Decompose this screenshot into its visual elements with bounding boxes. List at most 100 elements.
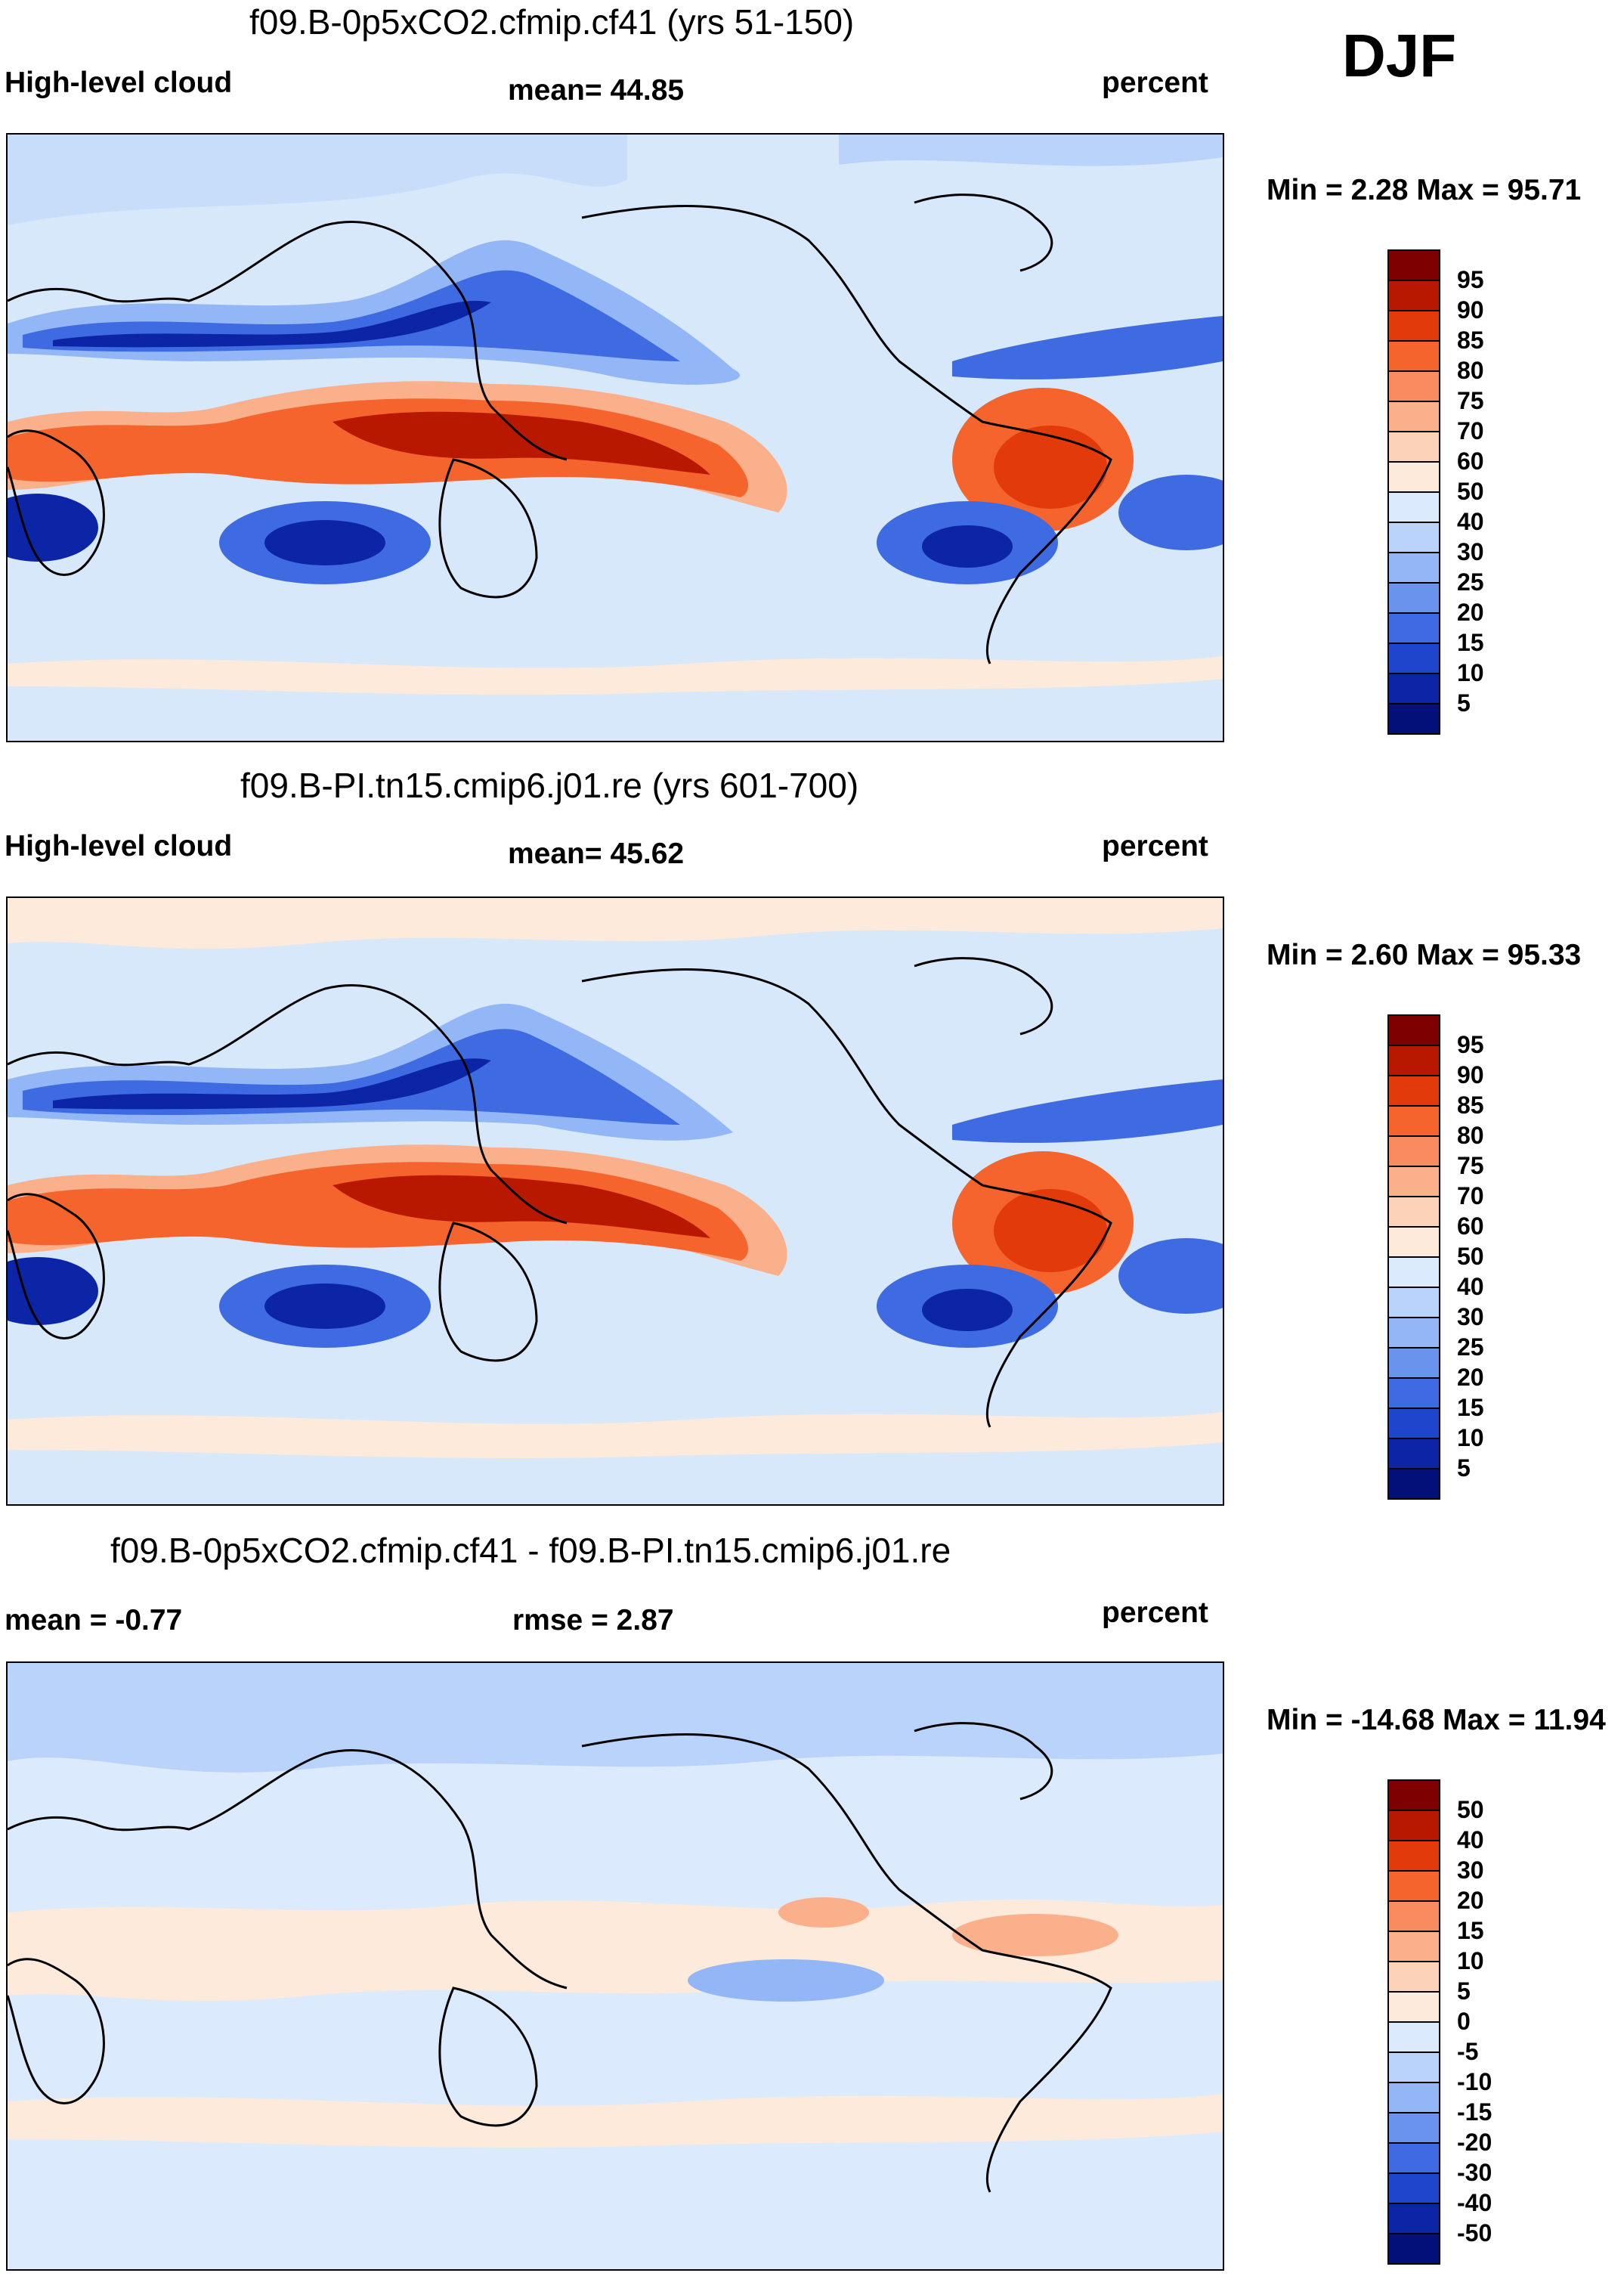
panel-2-colorbar-label: 5 xyxy=(1457,1454,1471,1482)
panel-2-colorbar-cell xyxy=(1387,1468,1440,1500)
panel-3-colorbar-label: -40 xyxy=(1457,2189,1493,2216)
panel-1-colorbar-label: 25 xyxy=(1457,568,1484,596)
panel-1-units-label: percent xyxy=(1102,67,1208,99)
panel-1-title: f09.B-0p5xCO2.cfmip.cf41 (yrs 51-150) xyxy=(249,2,855,42)
panel-1-colorbar-label: 15 xyxy=(1457,629,1484,656)
panel-2-samerica-core xyxy=(994,1189,1107,1272)
panel-3-colorbar-label: -5 xyxy=(1457,2038,1479,2065)
panel-3-colorbar-label: -30 xyxy=(1457,2159,1493,2186)
panel-3-colorbar-label: 5 xyxy=(1457,1977,1471,2005)
panel-2-arctic-field xyxy=(8,898,1223,949)
panel-3-colorbar-cell xyxy=(1387,1840,1440,1872)
panel-2-colorbar-label: 30 xyxy=(1457,1303,1484,1330)
panel-1-nh-stormtrack-max xyxy=(53,300,491,348)
panel-3-title: f09.B-0p5xCO2.cfmip.cf41 - f09.B-PI.tn15… xyxy=(110,1531,951,1570)
panel-3-colorbar-label: -15 xyxy=(1457,2098,1493,2126)
panel-2-variable-label: High-level cloud xyxy=(5,830,233,862)
panel-1-colorbar-cell xyxy=(1387,703,1440,735)
panel-1-colorbar-cell xyxy=(1387,431,1440,463)
panel-1-coastlines xyxy=(8,194,1112,664)
panel-2-s-atlantic-dry xyxy=(1118,1238,1223,1314)
panel-3-colorbar-cell xyxy=(1387,1870,1440,1902)
panel-1-colorbar-cell xyxy=(1387,401,1440,432)
panel-1-minmax-label: Min = 2.28 Max = 95.71 xyxy=(1267,174,1582,206)
panel-3-colorbar-label: 10 xyxy=(1457,1947,1484,1974)
panel-2-colorbar-cell xyxy=(1387,1014,1440,1046)
panel-1-colorbar-cell xyxy=(1387,612,1440,644)
panel-3-southern-band xyxy=(8,2094,1223,2148)
panel-3-colorbar-cell xyxy=(1387,1779,1440,1811)
panel-1-colorbar-label: 10 xyxy=(1457,659,1484,686)
panel-2-map xyxy=(6,896,1224,1506)
panel-1-map-svg xyxy=(8,135,1223,741)
panel-2-colorbar-label: 60 xyxy=(1457,1212,1484,1240)
panel-3-coastlines xyxy=(8,1722,1112,2193)
panel-2-colorbar-cell xyxy=(1387,1287,1440,1318)
panel-3-colorbar-cell xyxy=(1387,2051,1440,2083)
panel-2-colorbar-label: 10 xyxy=(1457,1424,1484,1451)
panel-1-se-pacific-dry-core xyxy=(922,525,1013,568)
panel-2-atlantic-band xyxy=(952,1079,1223,1143)
panel-2-colorbar-label: 20 xyxy=(1457,1364,1484,1391)
panel-2-southern-ocean xyxy=(8,1412,1223,1459)
panel-3-colorbar-cell xyxy=(1387,1961,1440,1993)
panel-2-colorbar-cell xyxy=(1387,1317,1440,1349)
panel-2-map-svg xyxy=(8,898,1223,1504)
panel-1-map xyxy=(6,133,1224,742)
panel-1-colorbar-cell xyxy=(1387,582,1440,614)
panel-2-warm-pool-max xyxy=(333,1175,710,1238)
panel-2-colorbar-label: 80 xyxy=(1457,1122,1484,1149)
panel-1-colorbar-cell xyxy=(1387,249,1440,281)
panel-1-atlantic-band xyxy=(952,316,1223,379)
panel-1-colorbar xyxy=(1387,249,1440,735)
panel-2-units-label: percent xyxy=(1102,830,1208,862)
panel-3-colorbar-label: -10 xyxy=(1457,2068,1493,2095)
panel-3-rmse-label: rmse = 2.87 xyxy=(512,1604,674,1637)
panel-3-caribbean-increase xyxy=(952,1914,1118,1956)
panel-3-mean-label: mean = -0.77 xyxy=(5,1604,183,1637)
panel-2-colorbar-cell xyxy=(1387,1226,1440,1258)
panel-3-tropical-increase xyxy=(8,1899,1223,2002)
panel-3-colorbar-cell xyxy=(1387,2021,1440,2053)
panel-3-colorbar-label: 50 xyxy=(1457,1796,1484,1823)
panel-3-colorbar-label: -20 xyxy=(1457,2129,1493,2156)
panel-2-colorbar-cell xyxy=(1387,1045,1440,1076)
panel-1-colorbar-cell xyxy=(1387,340,1440,372)
panel-1-colorbar-cell xyxy=(1387,491,1440,523)
panel-2-colorbar-label: 70 xyxy=(1457,1182,1484,1209)
panel-1-colorbar-label: 50 xyxy=(1457,478,1484,505)
panel-1-indian-ocean-dry-core xyxy=(264,520,385,565)
panel-2-colorbar xyxy=(1387,1014,1440,1500)
panel-2-colorbar-cell xyxy=(1387,1407,1440,1439)
panel-2-minmax-label: Min = 2.60 Max = 95.33 xyxy=(1267,939,1582,971)
panel-1-arctic-field xyxy=(8,135,627,225)
panel-1-colorbar-cell xyxy=(1387,673,1440,704)
panel-3-colorbar-cell xyxy=(1387,1931,1440,1962)
panel-2-indian-ocean-dry-core xyxy=(264,1284,385,1329)
panel-2-colorbar-cell xyxy=(1387,1438,1440,1469)
panel-1-colorbar-label: 20 xyxy=(1457,599,1484,626)
panel-2-colorbar-cell xyxy=(1387,1377,1440,1409)
panel-2-colorbar-cell xyxy=(1387,1166,1440,1197)
panel-3-colorbar-label: 20 xyxy=(1457,1887,1484,1914)
panel-1-colorbar-label: 90 xyxy=(1457,296,1484,324)
panel-3-colorbar-cell xyxy=(1387,2233,1440,2265)
panel-3-colorbar-label: 30 xyxy=(1457,1856,1484,1884)
panel-2-colorbar-label: 90 xyxy=(1457,1061,1484,1088)
panel-1-colorbar-label: 75 xyxy=(1457,387,1484,414)
panel-1-southern-ocean xyxy=(8,656,1223,695)
panel-1-colorbar-label: 85 xyxy=(1457,327,1484,354)
panel-1-colorbar-label: 95 xyxy=(1457,266,1484,293)
panel-3-colorbar-label: 0 xyxy=(1457,2008,1471,2035)
panel-1-warm-pool-max xyxy=(333,411,710,475)
panel-1-colorbar-label: 40 xyxy=(1457,508,1484,535)
panel-3-colorbar-cell xyxy=(1387,2142,1440,2174)
panel-2-nh-stormtrack-max xyxy=(53,1058,491,1110)
panel-3-colorbar-label: 15 xyxy=(1457,1917,1484,1944)
panel-1-colorbar-cell xyxy=(1387,280,1440,311)
panel-3-colorbar-cell xyxy=(1387,2203,1440,2234)
panel-3-arctic-change xyxy=(8,1663,1223,1773)
panel-2-colorbar-cell xyxy=(1387,1135,1440,1167)
panel-2-colorbar-cell xyxy=(1387,1347,1440,1379)
panel-2-colorbar-label: 50 xyxy=(1457,1243,1484,1270)
